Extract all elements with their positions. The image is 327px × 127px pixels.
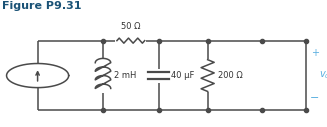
Text: $v_o$: $v_o$ <box>319 70 327 81</box>
Text: 50 Ω: 50 Ω <box>121 22 141 31</box>
Text: 200 Ω: 200 Ω <box>218 71 243 80</box>
Text: −: − <box>310 93 319 103</box>
Text: +: + <box>311 48 319 58</box>
Text: 40 μF: 40 μF <box>171 71 194 80</box>
Text: 2 mH: 2 mH <box>114 71 137 80</box>
Text: Figure P9.31: Figure P9.31 <box>2 1 81 11</box>
